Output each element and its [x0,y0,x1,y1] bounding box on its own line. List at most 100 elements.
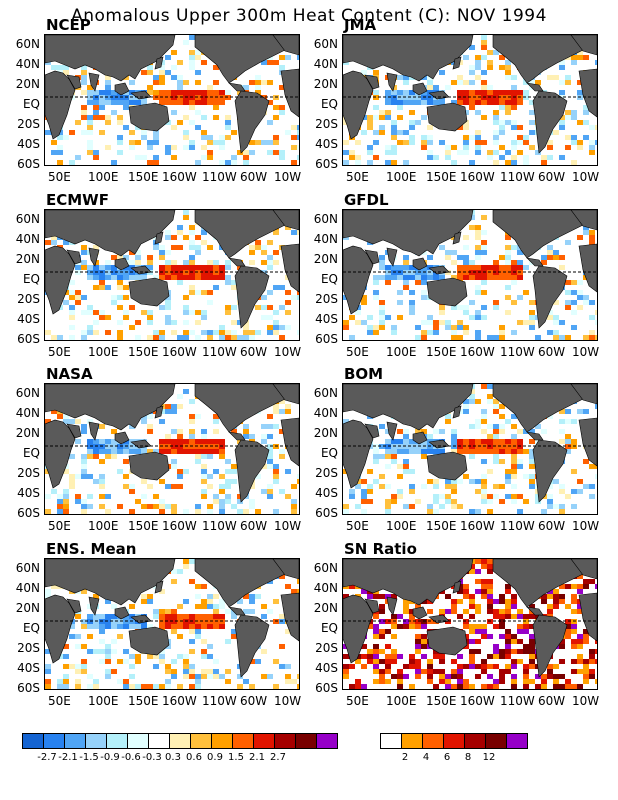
field-cell [51,65,57,70]
field-cell [421,115,427,120]
lat-label: 40N [313,581,338,595]
land-mass [386,421,398,441]
field-cell [171,674,177,679]
field-cell [439,310,445,315]
field-cell [505,310,511,315]
lat-label: 40N [15,57,40,71]
field-cell [475,265,481,270]
field-cell [243,150,249,155]
field-cell [225,479,231,484]
field-cell [559,439,565,444]
field-cell [457,664,463,669]
field-cell [433,509,439,514]
field-cell [571,325,577,330]
field-cell [183,215,189,220]
field-cell [457,305,463,310]
field-cell [403,449,409,454]
field-cell [219,599,225,604]
field-cell [427,669,433,674]
field-cell [421,454,427,459]
field-cell [219,474,225,479]
map-svg [45,559,299,689]
field-cell [379,325,385,330]
field-cell [87,684,93,689]
field-cell [505,474,511,479]
field-cell [159,305,165,310]
field-cell [475,649,481,654]
field-cell [583,409,589,414]
field-cell [427,155,433,160]
field-cell [463,589,469,594]
lon-label: 10W [274,519,302,533]
land-mass [364,598,380,614]
field-cell [445,255,451,260]
field-cell [385,275,391,280]
field-cell [183,669,189,674]
land-mass [272,35,299,56]
field-cell [279,644,285,649]
field-cell [171,75,177,80]
field-cell [267,120,273,125]
field-cell [249,684,255,689]
field-cell [87,330,93,335]
field-cell [129,90,135,95]
field-cell [81,659,87,664]
field-cell [261,439,267,444]
field-cell [499,414,505,419]
field-cell [487,399,493,404]
field-cell [481,70,487,75]
field-cell [201,464,207,469]
colorbar-swatch [127,734,148,748]
lon-label: 50E [48,519,71,533]
field-cell [469,265,475,270]
field-cell [135,654,141,659]
field-cell [547,310,553,315]
field-cell [445,499,451,504]
lat-label: 60N [313,386,338,400]
field-cell [117,679,123,684]
field-cell [207,245,213,250]
land-mass [128,451,170,481]
field-cell [165,230,171,235]
field-cell [129,449,135,454]
field-cell [433,479,439,484]
field-cell [451,674,457,679]
field-cell [213,429,219,434]
field-cell [385,110,391,115]
field-cell [261,674,267,679]
field-cell [469,105,475,110]
field-cell [529,679,535,684]
field-cell [261,80,267,85]
field-cell [159,75,165,80]
field-cell [207,290,213,295]
field-cell [415,624,421,629]
field-cell [577,644,583,649]
field-cell [475,579,481,584]
lat-label: 60S [315,332,338,346]
lat-label: 20S [315,292,338,306]
field-cell [129,260,135,265]
field-cell [427,504,433,509]
field-cell [141,494,147,499]
land-mass [45,419,76,489]
field-cell [213,414,219,419]
field-cell [117,275,123,280]
field-cell [189,559,195,564]
field-cell [589,484,595,489]
field-cell [541,594,547,599]
map-svg [343,210,597,340]
field-cell [469,629,475,634]
field-cell [511,414,517,419]
field-cell [343,504,349,509]
field-cell [379,649,385,654]
field-cell [469,300,475,305]
lon-label: 60W [538,519,566,533]
field-cell [165,439,171,444]
field-cell [511,599,517,604]
field-cell [135,335,141,340]
field-cell [153,449,159,454]
field-cell [343,325,349,330]
field-cell [577,489,583,494]
field-cell [63,70,69,75]
field-cell [285,679,291,684]
